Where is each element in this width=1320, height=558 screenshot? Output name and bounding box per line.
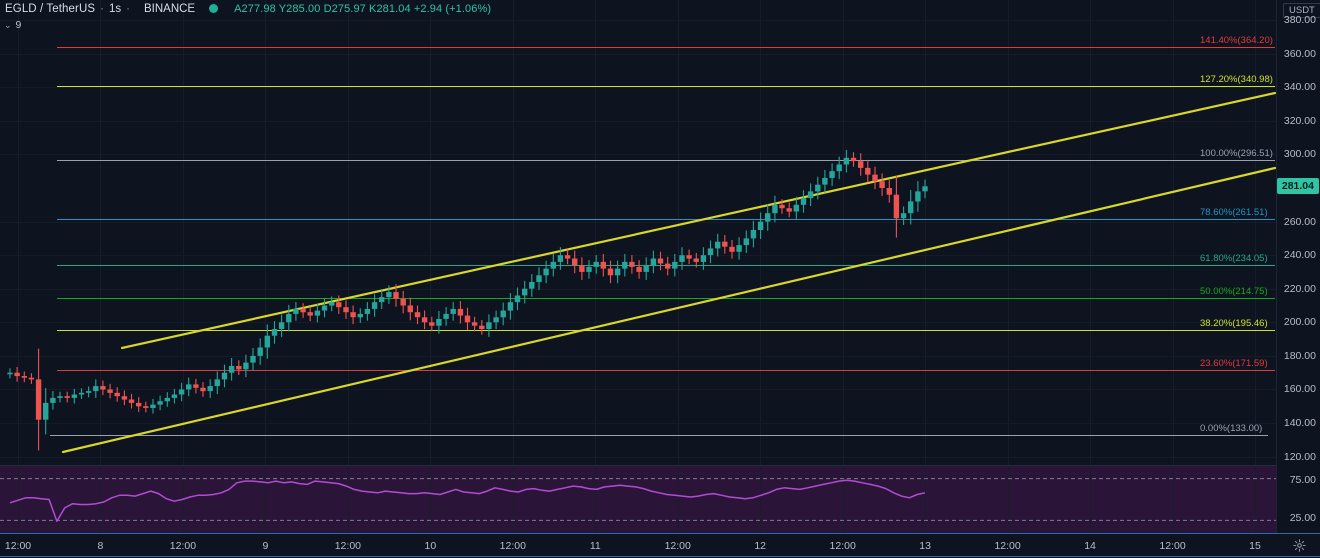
fib-level-label: 78.60%(261.51) xyxy=(1200,207,1268,219)
price-tick: 220.00 xyxy=(1283,282,1316,295)
fib-level-line[interactable] xyxy=(57,85,1275,87)
ohlc-values: A277.98 Y285.00 D275.97 K281.04 +2.94 (+… xyxy=(234,2,492,15)
price-tick: 320.00 xyxy=(1283,114,1316,127)
fib-level-line[interactable] xyxy=(57,329,1275,331)
price-tick: 300.00 xyxy=(1283,148,1316,161)
time-tick: 14 xyxy=(1084,540,1096,552)
price-tick: 140.00 xyxy=(1283,417,1316,430)
timeframe-label[interactable]: 1s xyxy=(108,2,122,15)
indicator-legend-row[interactable]: ⌄ 9 xyxy=(4,19,21,31)
time-tick: 12:00 xyxy=(829,540,856,552)
time-tick: 12 xyxy=(754,540,767,552)
price-tick: 380.00 xyxy=(1283,14,1316,27)
price-tick: 160.00 xyxy=(1283,383,1316,396)
oscillator-series xyxy=(0,478,1276,523)
chart-legend-bar: EGLD / TetherUS · 1s · BINANCE A277.98 Y… xyxy=(0,0,1320,17)
grid-layer xyxy=(18,0,1256,533)
fib-level-label: 141.40%(364.20) xyxy=(1200,34,1273,46)
pane-divider xyxy=(0,465,1276,466)
time-axis[interactable]: 12:00 8 12:00 9 12:00 10 12:00 11 12:00 12 12:00 13… xyxy=(0,533,1320,558)
indicator-tick: 25.00 xyxy=(1289,512,1316,524)
time-tick: 15 xyxy=(1249,540,1261,552)
indicator-pane[interactable] xyxy=(0,466,1276,533)
time-tick: 10 xyxy=(424,540,437,552)
time-tick: 12:00 xyxy=(334,540,361,552)
symbol-label[interactable]: EGLD / TetherUS xyxy=(5,2,96,15)
legend-separator-2: · xyxy=(126,2,130,15)
time-tick: 12:00 xyxy=(664,540,691,552)
price-tick: 260.00 xyxy=(1283,215,1316,228)
fib-level-line[interactable] xyxy=(50,434,1268,436)
price-tick: 120.00 xyxy=(1283,450,1316,463)
indicator-period-label: 9 xyxy=(15,19,22,31)
time-tick: 11 xyxy=(589,540,601,552)
fib-level-line[interactable] xyxy=(57,370,1275,371)
fib-level-label: 61.80%(234.05) xyxy=(1200,253,1268,265)
fib-level-line[interactable] xyxy=(57,219,1275,221)
current-price-tag: 281.04 xyxy=(1276,178,1319,195)
price-tick: 240.00 xyxy=(1283,249,1316,262)
chevron-down-icon[interactable]: ⌄ xyxy=(4,19,12,30)
time-tick: 13 xyxy=(919,540,931,552)
indicator-tick: 75.00 xyxy=(1289,474,1316,486)
fib-level-line[interactable] xyxy=(57,160,1275,162)
time-tick: 12:00 xyxy=(1159,540,1186,552)
fib-level-label: 100.00%(296.51) xyxy=(1200,148,1273,160)
fib-level-label: 127.20%(340.98) xyxy=(1200,73,1273,85)
time-tick: 12:00 xyxy=(994,540,1021,552)
fib-level-label: 50.00%(214.75) xyxy=(1200,285,1268,297)
legend-separator-1: · xyxy=(100,2,104,15)
price-tick: 180.00 xyxy=(1283,349,1316,362)
candlestick-series xyxy=(7,149,928,451)
price-tick: 340.00 xyxy=(1283,81,1316,94)
fib-level-label: 0.00%(133.00) xyxy=(1200,422,1263,434)
time-tick: 8 xyxy=(97,540,104,552)
exchange-label: BINANCE xyxy=(143,2,196,15)
trendline-layer[interactable] xyxy=(0,0,1277,533)
fib-level-label: 38.20%(195.46) xyxy=(1200,317,1268,329)
live-status-dot xyxy=(209,4,219,13)
time-tick: 12:00 xyxy=(499,540,526,552)
price-tick: 200.00 xyxy=(1283,316,1316,329)
fib-level-line[interactable] xyxy=(57,46,1275,48)
time-tick: 9 xyxy=(262,540,269,552)
time-tick: 12:00 xyxy=(169,540,197,552)
fib-level-label: 23.60%(171.59) xyxy=(1200,358,1268,369)
gear-icon[interactable] xyxy=(1293,539,1306,552)
time-tick: 12:00 xyxy=(4,540,32,552)
price-tick: 360.00 xyxy=(1283,47,1316,60)
fib-level-line[interactable] xyxy=(57,297,1275,299)
price-axis[interactable]: USDT 380.00 360.00 340.00 320.00 300.00 260.0… xyxy=(1276,0,1320,533)
